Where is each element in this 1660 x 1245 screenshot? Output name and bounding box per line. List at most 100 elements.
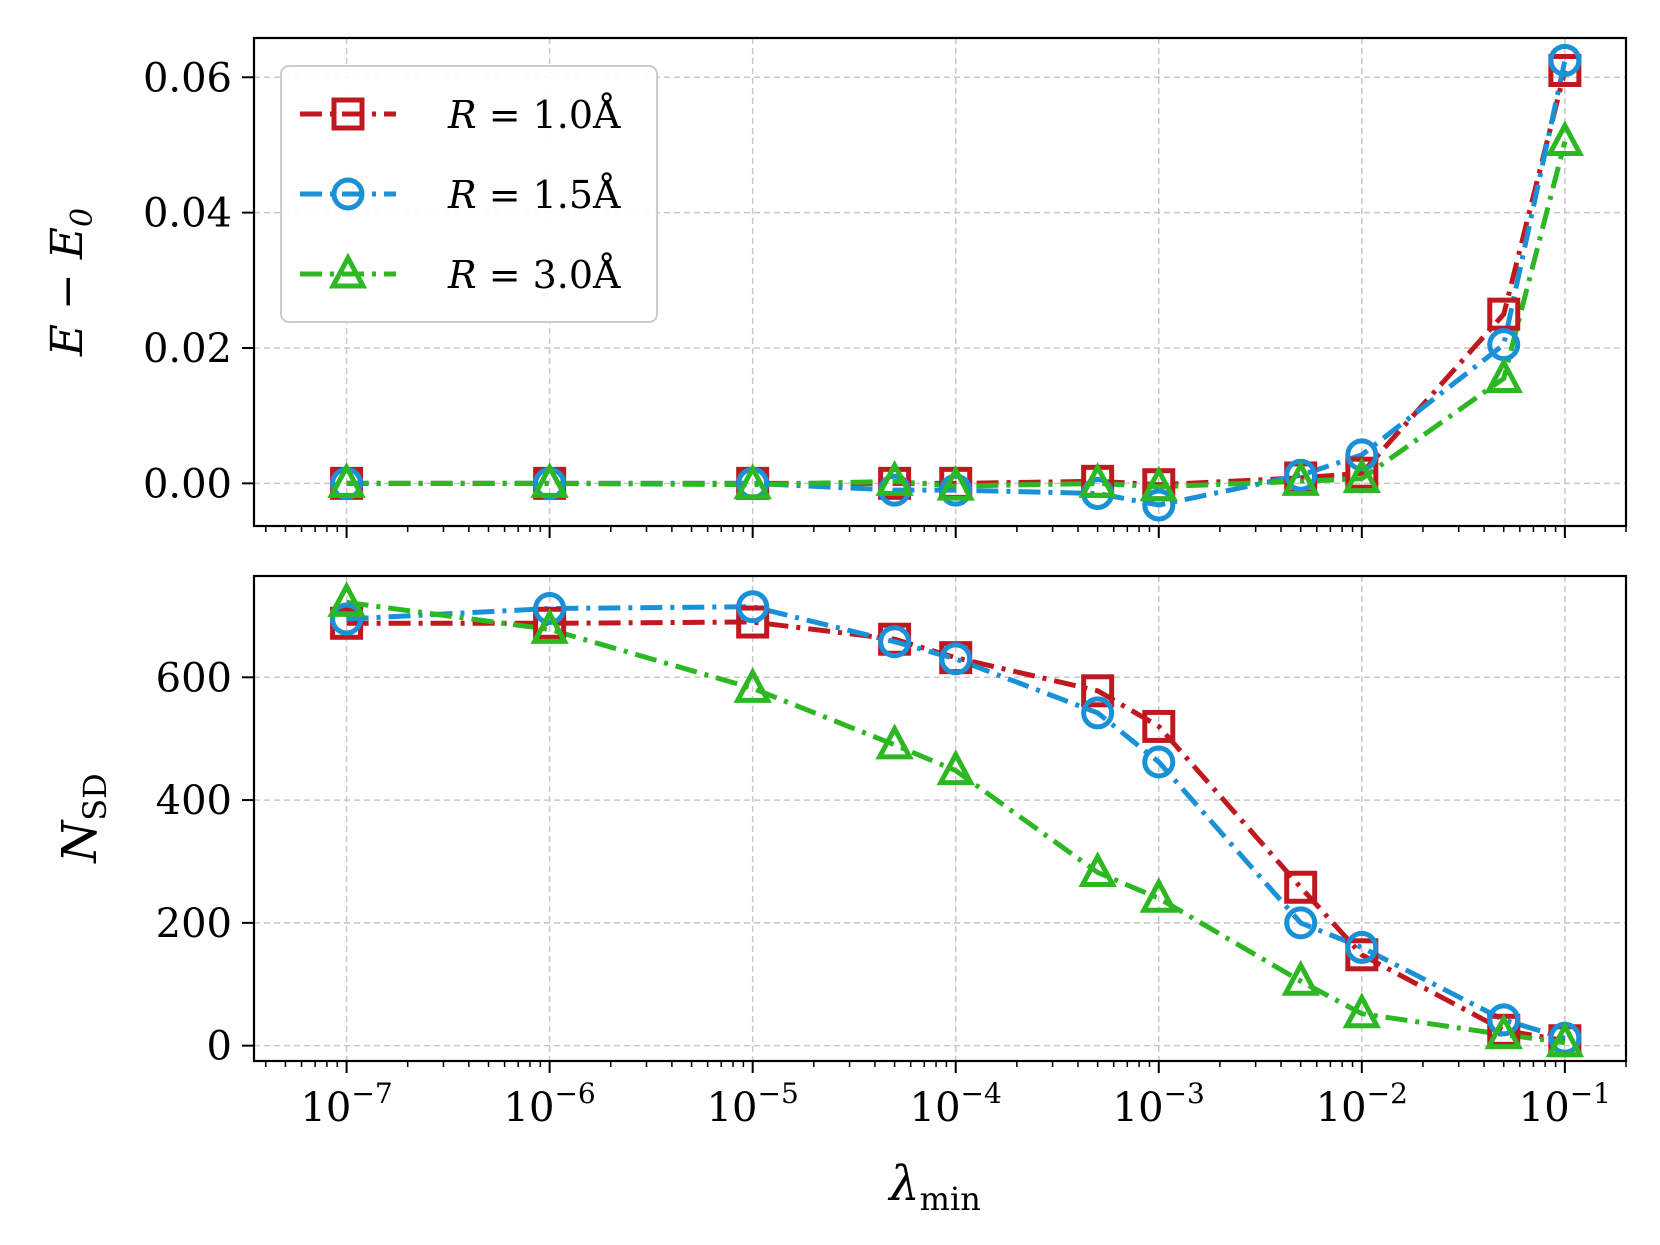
bottom-y-axis-label: NSD (52, 773, 114, 864)
bot-marker-s2 (736, 590, 770, 624)
bottom-ylabel-sub: SD (76, 773, 114, 821)
legend-label-3-r: R (447, 253, 477, 297)
legend-handle-marker-3 (328, 252, 368, 289)
top-ylabel-e: E (42, 324, 93, 357)
bot-marker-s3 (530, 608, 569, 644)
bot-ytick-label: 400 (156, 778, 232, 824)
top-ticks (242, 76, 1627, 538)
legend-label-2: R = 1.5Å (447, 173, 621, 217)
top-y-axis-label: E − E0 (42, 208, 100, 357)
bot-series-line-2 (346, 604, 1566, 1041)
bottom-xtick-labels: 10−7 10−6 10−5 10−4 10−3 10−2 10−1 (300, 1077, 1610, 1131)
top-marker-s2 (1142, 488, 1176, 522)
bot-ytick-label: 600 (156, 655, 232, 701)
legend-handle-marker-1 (331, 97, 365, 131)
bot-marker-s2 (1142, 745, 1176, 779)
xtick-label: 10−1 (1519, 1077, 1611, 1131)
legend-label-1-value: 1.0Å (533, 93, 621, 137)
bot-marker-s3 (875, 723, 914, 760)
bot-marker-s1 (1081, 674, 1115, 708)
legend-label-2-eq: = (477, 173, 533, 217)
top-ytick-label: 0.00 (143, 461, 232, 507)
top-marker-s3 (1078, 462, 1117, 498)
top-marker-s3 (1342, 457, 1382, 494)
bottom-ylabel-main: N (52, 819, 108, 864)
top-ytick-labels: 0.00 0.02 0.04 0.06 (143, 55, 232, 507)
top-ylabel-e0: E (42, 227, 93, 260)
xtick-label: 10−3 (1113, 1077, 1205, 1131)
top-marker-s3 (875, 460, 914, 496)
bot-marker-s2 (1487, 1003, 1521, 1037)
bot-marker-s3 (1545, 1021, 1585, 1058)
top-markers (327, 43, 1585, 522)
bot-marker-s3 (1281, 959, 1320, 996)
bot-marker-s3 (733, 667, 772, 703)
xtick-label: 10−2 (1316, 1077, 1408, 1131)
bottom-grid (254, 576, 1626, 1061)
legend-entries (300, 97, 396, 289)
xtick-label: 10−5 (707, 1077, 799, 1131)
legend-label-3-eq: = (477, 253, 533, 297)
bot-marker-s3 (1139, 877, 1178, 913)
top-marker-s1 (1548, 53, 1582, 87)
top-panel: 0.000.020.040.06 E − E0 R = 1.0Å R = 1.5… (42, 36, 1628, 538)
bot-series-line-3 (346, 599, 1566, 1046)
legend-label-3: R = 3.0Å (447, 253, 621, 297)
top-ylabel-minus: − (42, 259, 93, 324)
top-marker-s3 (1484, 357, 1523, 393)
bot-marker-s3 (327, 581, 366, 617)
top-ytick-label: 0.04 (143, 191, 232, 237)
bot-marker-s1 (736, 605, 770, 639)
top-marker-s3 (1545, 120, 1585, 157)
xlabel-main: λ (887, 1156, 919, 1212)
bot-marker-s3 (1078, 851, 1117, 888)
legend-label-1-r: R (447, 93, 477, 137)
top-ytick-label: 0.02 (143, 326, 232, 372)
legend-label-2-r: R (447, 173, 477, 217)
bot-ytick-label: 200 (156, 901, 232, 947)
xtick-label: 10−7 (300, 1077, 392, 1131)
top-ytick-label: 0.06 (143, 55, 232, 101)
legend-label-1: R = 1.0Å (447, 93, 621, 137)
bot-marker-s2 (1081, 696, 1115, 730)
bot-marker-s3 (936, 749, 975, 786)
top-ylabel-sub: 0 (65, 208, 100, 227)
bot-marker-s3 (1342, 992, 1382, 1029)
bot-marker-s1 (1142, 709, 1176, 743)
legend-box (280, 65, 658, 323)
legend: R = 1.0Å R = 1.5Å R = 3.0Å (280, 65, 658, 323)
top-marker-s2 (1548, 43, 1582, 77)
bottom-markers (327, 581, 1585, 1058)
bot-marker-s2 (330, 602, 364, 636)
top-marker-s2 (939, 473, 973, 507)
xtick-label: 10−6 (504, 1077, 596, 1131)
top-lines (346, 59, 1568, 508)
legend-label-3-value: 3.0Å (533, 253, 621, 297)
bot-marker-s1 (1284, 870, 1318, 904)
x-axis-label: λmin (887, 1156, 981, 1218)
top-marker-s2 (1345, 438, 1379, 472)
bottom-lines (346, 599, 1566, 1046)
top-marker-s3 (1139, 465, 1178, 502)
legend-label-2-value: 1.5Å (533, 173, 621, 217)
top-marker-s3 (327, 462, 366, 498)
legend-label-1-eq: = (477, 93, 533, 137)
bot-marker-s3 (1484, 1013, 1523, 1050)
top-marker-s3 (530, 462, 569, 498)
bot-ytick-label: 0 (207, 1024, 232, 1070)
bot-marker-s2 (878, 625, 912, 659)
top-marker-s3 (1281, 460, 1320, 496)
xlabel-sub: min (920, 1180, 981, 1218)
bot-marker-s2 (1284, 906, 1318, 940)
top-marker-s3 (733, 463, 772, 500)
bottom-ytick-labels: 0 200 400 600 (156, 655, 232, 1069)
xtick-label: 10−4 (910, 1077, 1002, 1131)
legend-handle-marker-2 (331, 177, 365, 211)
top-marker-s3 (936, 464, 975, 501)
bot-marker-s2 (533, 592, 567, 626)
bot-marker-s2 (1345, 930, 1379, 964)
bot-series-line-1 (346, 619, 1566, 1044)
